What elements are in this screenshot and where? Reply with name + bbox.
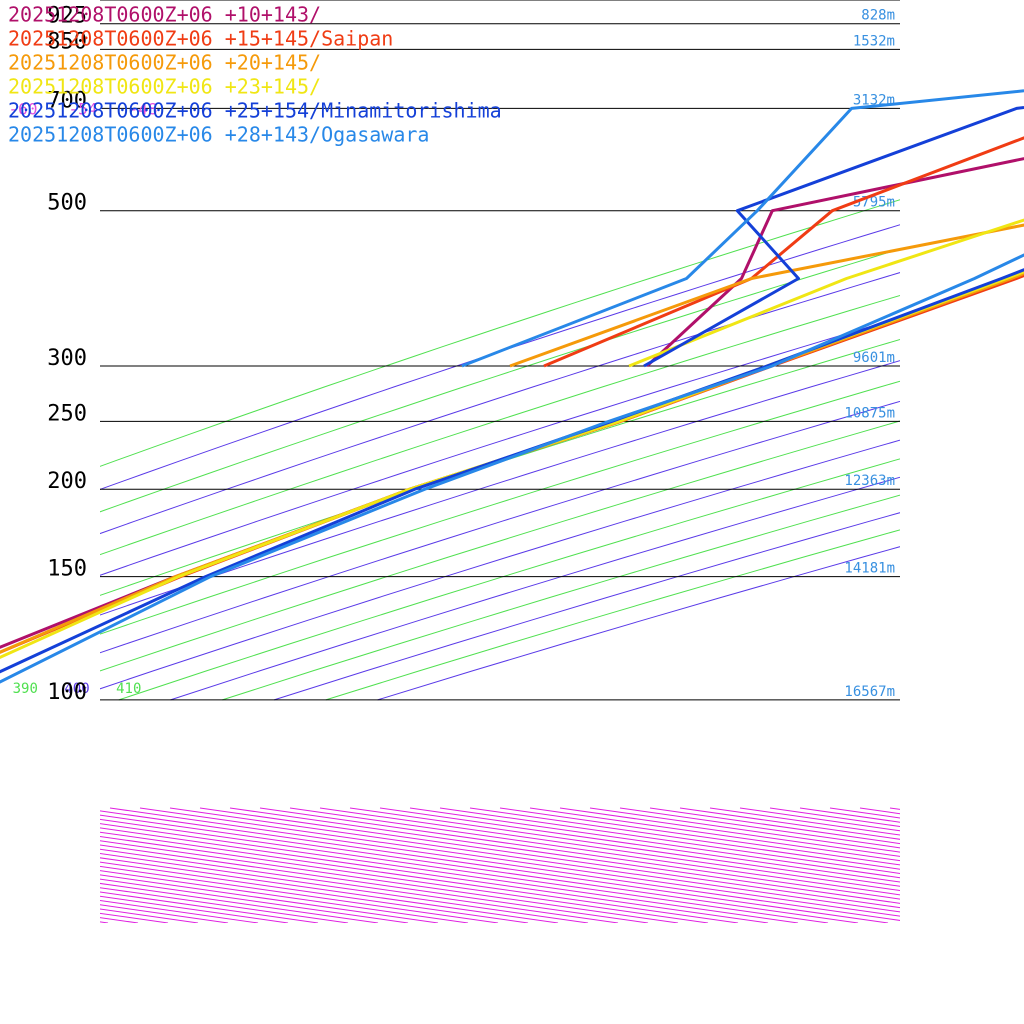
isotherm — [100, 840, 679, 923]
legend-entry: 20251208T0600Z+06 +10+143/ — [8, 3, 321, 27]
legend-entry: 20251208T0600Z+06 +28+143/Ogasawara — [8, 123, 429, 147]
isotherm — [100, 865, 499, 923]
isotherm — [739, 807, 900, 832]
isotherm — [889, 807, 900, 810]
isotherm — [100, 810, 889, 923]
isotherm — [100, 895, 289, 923]
pressure-label: 150 — [47, 557, 87, 582]
isotherm-label: -48 — [129, 100, 158, 119]
pressure-label: 1000 — [34, 0, 87, 5]
isotherm — [100, 848, 619, 923]
isotherm-label: -54 — [69, 100, 98, 119]
legend-entry: 20251208T0600Z+06 +25+154/Minamitorishim… — [8, 99, 502, 123]
pressure-label: 200 — [47, 469, 87, 494]
isotherm — [649, 807, 900, 845]
isotherm — [259, 807, 900, 900]
isotherm — [100, 878, 409, 923]
legend: 20251208T0600Z+06 +10+143/20251208T0600Z… — [8, 3, 502, 147]
isotherm — [100, 917, 139, 923]
legend-entry: 20251208T0600Z+06 +15+145/Saipan — [8, 27, 393, 51]
isotherm — [529, 807, 900, 862]
height-label: 12363m — [844, 473, 895, 489]
isotherm — [199, 807, 900, 909]
pressure-label: 850 — [47, 29, 87, 54]
isotherm — [0, 808, 18, 923]
pressure-label: 250 — [47, 401, 87, 426]
profiles — [0, 89, 1024, 684]
isotherm — [139, 807, 900, 917]
adiabat-label: 410 — [116, 681, 141, 697]
isotherm — [100, 861, 529, 923]
isotherm — [100, 823, 799, 923]
isotherm — [559, 807, 900, 857]
temperature-line — [0, 268, 1024, 674]
height-label: 9601m — [853, 350, 895, 366]
isotherm — [100, 818, 829, 923]
adiabat-label: 390 — [13, 681, 38, 697]
height-label: 1532m — [853, 33, 895, 49]
isotherm — [709, 807, 900, 836]
isotherm-label: -60 — [9, 100, 38, 119]
isotherm — [619, 807, 900, 849]
isotherm — [100, 844, 649, 923]
isotherm — [100, 870, 469, 923]
isotherm — [319, 807, 900, 892]
isotherm — [100, 921, 109, 923]
temperature-line — [0, 253, 1024, 684]
isotherm — [100, 814, 859, 923]
isotherm — [679, 807, 900, 840]
isotherm — [0, 808, 48, 923]
pressure-label: 100 — [47, 680, 87, 705]
isotherm — [0, 808, 78, 923]
pressure-label: 700 — [47, 88, 87, 113]
isotherm — [100, 857, 559, 923]
legend-entry: 20251208T0600Z+06 +23+145/ — [8, 75, 321, 99]
dewpoint-line — [645, 157, 1024, 368]
isotherm — [980, 808, 1024, 923]
pressure-label: 925 — [47, 4, 87, 29]
isotherm — [439, 807, 900, 874]
isotherm — [920, 808, 1024, 923]
isotherm — [100, 891, 319, 923]
isotherm — [100, 882, 379, 923]
pressure-label: 300 — [47, 346, 87, 371]
isotherm — [1010, 808, 1024, 923]
isotherm — [409, 807, 900, 879]
dewpoint-line — [509, 223, 1024, 368]
isotherm — [100, 874, 439, 923]
isotherm — [100, 831, 739, 923]
height-label: 828m — [861, 8, 895, 24]
isotherm — [950, 808, 1024, 923]
isotherm — [109, 807, 900, 921]
axes: 3203303403503603703803904004101000163m92… — [9, 0, 900, 705]
pressure-label: 500 — [47, 191, 87, 216]
isotherm — [100, 887, 349, 923]
isotherm — [100, 835, 709, 923]
isotherm — [100, 853, 589, 923]
height-label: 10875m — [844, 405, 895, 421]
dewpoint-line — [628, 218, 1024, 368]
isotherm — [349, 807, 900, 887]
isotherm — [229, 807, 900, 904]
height-label: 16567m — [844, 684, 895, 700]
adiabat-label: 400 — [64, 681, 89, 697]
dewpoint-line — [643, 105, 1024, 368]
dewpoint-line — [461, 89, 1024, 368]
isotherm — [469, 807, 900, 870]
isotherm — [169, 807, 900, 913]
isotherm — [100, 827, 769, 923]
isotherm — [379, 807, 900, 883]
isotherm — [499, 807, 900, 866]
isotherm — [289, 807, 900, 896]
height-label: 14181m — [844, 561, 895, 577]
isotherm — [100, 900, 259, 923]
height-label: 5795m — [853, 195, 895, 211]
isotherm — [589, 807, 900, 853]
legend-entry: 20251208T0600Z+06 +20+145/ — [8, 51, 321, 75]
isotherm — [769, 807, 900, 828]
